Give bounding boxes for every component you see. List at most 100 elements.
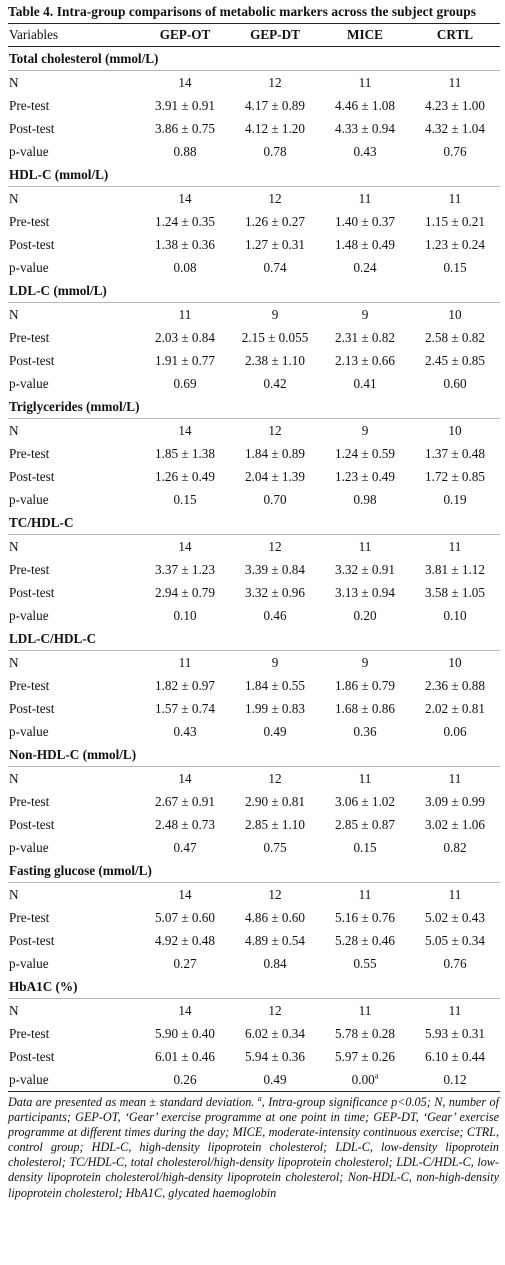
cell-value: 11 xyxy=(358,886,372,902)
row-label: N xyxy=(9,190,19,206)
table-row: p-value 0.47 0.75 0.15 0.82 xyxy=(8,836,500,859)
cell-value: 1.82 ± 0.97 xyxy=(155,677,215,693)
cell-value: 1.40 ± 0.37 xyxy=(335,213,395,229)
cell-value: 0.20 xyxy=(353,607,377,623)
table-cell: 4.12 ± 1.20 xyxy=(230,117,320,140)
table-row: N 14 12 11 11 xyxy=(8,999,500,1023)
table-cell: 0.60 xyxy=(410,372,500,395)
table-cell: 2.36 ± 0.88 xyxy=(410,674,500,697)
table-row: Post-test 2.94 ± 0.79 3.32 ± 0.96 3.13 ± 0.… xyxy=(8,581,500,604)
table-row: N 14 12 11 11 xyxy=(8,71,500,95)
row-label: Post-test xyxy=(9,120,55,136)
table-cell: 12 xyxy=(230,999,320,1023)
row-label: Pre-test xyxy=(9,561,50,577)
table-cell: 0.36 xyxy=(320,720,410,743)
cell-value: 2.03 ± 0.84 xyxy=(155,329,215,345)
table-cell: 0.42 xyxy=(230,372,320,395)
table-cell: 9 xyxy=(320,419,410,443)
section-title: TC/HDL-C xyxy=(8,511,500,535)
table-cell: 2.85 ± 0.87 xyxy=(320,813,410,836)
table-cell: 3.86 ± 0.75 xyxy=(140,117,230,140)
column-header: GEP-DT xyxy=(230,23,320,47)
cell-value: 0.69 xyxy=(173,375,197,391)
table-cell: 1.23 ± 0.49 xyxy=(320,465,410,488)
cell-value: 1.37 ± 0.48 xyxy=(425,445,485,461)
table-cell: 11 xyxy=(410,187,500,211)
footnote-mark: a xyxy=(257,1093,262,1103)
table-cell: 2.85 ± 1.10 xyxy=(230,813,320,836)
cell-value: 10 xyxy=(448,422,462,438)
cell-value: 5.97 ± 0.26 xyxy=(335,1048,395,1064)
table-row: p-value 0.10 0.46 0.20 0.10 xyxy=(8,604,500,627)
cell-value: 4.92 ± 0.48 xyxy=(155,932,215,948)
cell-value: 2.58 ± 0.82 xyxy=(425,329,485,345)
cell-value: 11 xyxy=(358,538,372,554)
row-label: Pre-test xyxy=(9,329,50,345)
table-cell: 2.48 ± 0.73 xyxy=(140,813,230,836)
table-cell: 0.08 xyxy=(140,256,230,279)
table-cell: 10 xyxy=(410,419,500,443)
table-row: p-value 0.08 0.74 0.24 0.15 xyxy=(8,256,500,279)
cell-value: 2.15 ± 0.055 xyxy=(241,329,309,345)
cell-value: 1.84 ± 0.89 xyxy=(245,445,305,461)
table-cell: 2.13 ± 0.66 xyxy=(320,349,410,372)
table-cell: 0.76 xyxy=(410,140,500,163)
table-row: N 11 9 9 10 xyxy=(8,303,500,327)
cell-value: 6.02 ± 0.34 xyxy=(245,1025,305,1041)
table-row: Post-test 4.92 ± 0.48 4.89 ± 0.54 5.28 ± 0.… xyxy=(8,929,500,952)
cell-value: 12 xyxy=(268,886,282,902)
table-cell: 2.15 ± 0.055 xyxy=(230,326,320,349)
cell-value: 11 xyxy=(358,190,372,206)
table-cell: 1.84 ± 0.89 xyxy=(230,442,320,465)
cell-value: 1.72 ± 0.85 xyxy=(425,468,485,484)
table-cell: 0.75 xyxy=(230,836,320,859)
table-cell: 0.43 xyxy=(320,140,410,163)
cell-value: 2.04 ± 1.39 xyxy=(245,468,305,484)
table-cell: 2.58 ± 0.82 xyxy=(410,326,500,349)
table-cell: 11 xyxy=(320,883,410,907)
cell-value: 5.05 ± 0.34 xyxy=(425,932,485,948)
cell-value: 4.86 ± 0.60 xyxy=(245,909,305,925)
section-title: Non-HDL-C (mmol/L) xyxy=(8,743,500,767)
table-cell: 0.69 xyxy=(140,372,230,395)
table-cell: 0.84 xyxy=(230,952,320,975)
table-cell: 12 xyxy=(230,767,320,791)
cell-value: 0.47 xyxy=(173,839,197,855)
cell-value: 3.09 ± 0.99 xyxy=(425,793,485,809)
cell-value: 11 xyxy=(448,886,462,902)
table-cell: 3.91 ± 0.91 xyxy=(140,94,230,117)
table-row: Post-test 1.91 ± 0.77 2.38 ± 1.10 2.13 ± 0.… xyxy=(8,349,500,372)
table-cell: 2.94 ± 0.79 xyxy=(140,581,230,604)
table-row: p-value 0.27 0.84 0.55 0.76 xyxy=(8,952,500,975)
cell-value: 5.07 ± 0.60 xyxy=(155,909,215,925)
table-cell: 4.46 ± 1.08 xyxy=(320,94,410,117)
table-row: Pre-test 3.37 ± 1.23 3.39 ± 0.84 3.32 ± 0.9… xyxy=(8,558,500,581)
table-cell: 2.90 ± 0.81 xyxy=(230,790,320,813)
table-row: Pre-test 5.90 ± 0.40 6.02 ± 0.34 5.78 ± 0.2… xyxy=(8,1022,500,1045)
table-cell: 1.15 ± 0.21 xyxy=(410,210,500,233)
table-cell: 5.93 ± 0.31 xyxy=(410,1022,500,1045)
cell-value: 2.45 ± 0.85 xyxy=(425,352,485,368)
cell-value: 2.36 ± 0.88 xyxy=(425,677,485,693)
row-label: Pre-test xyxy=(9,445,50,461)
table-cell: 3.06 ± 1.02 xyxy=(320,790,410,813)
table-cell: 1.38 ± 0.36 xyxy=(140,233,230,256)
cell-value: 10 xyxy=(448,306,462,322)
cell-value: 1.15 ± 0.21 xyxy=(425,213,485,229)
table-cell: 1.24 ± 0.59 xyxy=(320,442,410,465)
section-header-row: LDL-C (mmol/L) xyxy=(8,279,500,303)
table-row: p-value 0.26 0.49 0.00a 0.12 xyxy=(8,1068,500,1092)
row-label: p-value xyxy=(9,607,49,623)
table-row: Pre-test 5.07 ± 0.60 4.86 ± 0.60 5.16 ± 0.7… xyxy=(8,906,500,929)
cell-value: 0.43 xyxy=(173,723,197,739)
table-cell: 0.41 xyxy=(320,372,410,395)
table-cell: 11 xyxy=(410,883,500,907)
row-label: p-value xyxy=(9,955,49,971)
table-cell: 0.74 xyxy=(230,256,320,279)
table-row: N 14 12 11 11 xyxy=(8,187,500,211)
table-cell: 3.02 ± 1.06 xyxy=(410,813,500,836)
table-cell: 6.01 ± 0.46 xyxy=(140,1045,230,1068)
table-cell: 2.45 ± 0.85 xyxy=(410,349,500,372)
cell-value: 3.81 ± 1.12 xyxy=(425,561,485,577)
cell-value: 2.48 ± 0.73 xyxy=(155,816,215,832)
